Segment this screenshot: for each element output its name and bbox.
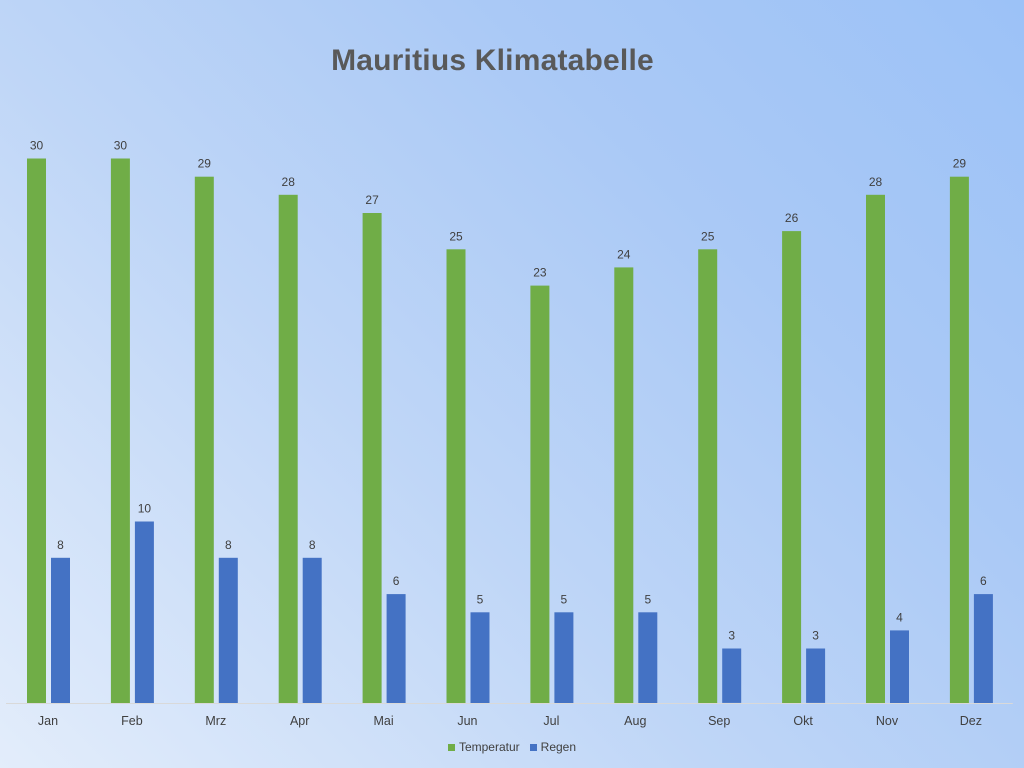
bar-temperatur-mai (362, 213, 382, 703)
bar-regen-nov (890, 630, 909, 703)
bar-temperatur-mrz (194, 176, 214, 703)
data-label-temperatur-nov: 28 (869, 175, 883, 189)
bar-regen-aug (638, 612, 658, 704)
legend-swatch-temperatur (447, 743, 455, 751)
bar-regen-apr (302, 557, 322, 703)
legend-label-temperatur: Temperatur (458, 740, 520, 754)
bar-regen-jan (51, 557, 70, 703)
bar-temperatur-apr (278, 194, 298, 704)
bar-temperatur-jan (27, 158, 46, 703)
bar-regen-jun (470, 612, 490, 704)
chart-legend: Temperatur Regen (0, 740, 1024, 754)
x-tick-label-apr: Apr (290, 714, 309, 728)
data-label-temperatur-dez: 29 (953, 157, 967, 171)
legend-label-regen: Regen (540, 740, 577, 754)
data-label-temperatur-sep: 25 (701, 229, 715, 243)
x-tick-label-aug: Aug (624, 714, 646, 728)
x-tick-label-jun: Jun (457, 714, 477, 728)
x-tick-label-mrz: Mrz (205, 714, 226, 728)
legend-swatch-regen (529, 743, 537, 751)
data-label-regen-nov: 4 (896, 610, 903, 624)
data-label-regen-dez: 6 (980, 574, 987, 588)
x-tick-label-jan: Jan (38, 714, 58, 728)
x-tick-label-mai: Mai (374, 714, 394, 728)
data-label-regen-mai: 6 (393, 574, 400, 588)
bar-temperatur-okt (782, 231, 802, 703)
x-tick-label-okt: Okt (793, 714, 813, 728)
x-tick-label-dez: Dez (960, 714, 982, 728)
data-label-regen-aug: 5 (644, 592, 651, 606)
data-label-temperatur-jun: 25 (449, 229, 463, 243)
data-label-regen-mrz: 8 (225, 538, 232, 552)
bar-regen-sep (722, 648, 742, 703)
x-tick-label-nov: Nov (876, 714, 899, 728)
bar-regen-dez (973, 594, 993, 703)
data-label-temperatur-mai: 27 (365, 193, 379, 207)
bar-regen-okt (806, 648, 826, 703)
bar-temperatur-feb (110, 158, 130, 703)
data-label-regen-jun: 5 (477, 592, 484, 606)
bar-regen-jul (554, 612, 574, 704)
bar-regen-mai (386, 594, 406, 703)
data-label-regen-apr: 8 (309, 538, 316, 552)
bar-regen-mrz (218, 557, 238, 703)
data-label-temperatur-mrz: 29 (198, 157, 212, 171)
bar-temperatur-sep (698, 249, 718, 704)
data-label-temperatur-aug: 24 (617, 247, 631, 261)
bar-temperatur-dez (949, 176, 969, 703)
data-label-temperatur-feb: 30 (114, 139, 128, 153)
data-label-regen-sep: 3 (728, 629, 735, 643)
bar-regen-feb (134, 521, 154, 703)
x-tick-label-feb: Feb (121, 714, 143, 728)
data-label-temperatur-jan: 30 (30, 139, 44, 153)
data-label-temperatur-okt: 26 (785, 211, 799, 225)
legend-item-regen: Regen (529, 740, 577, 754)
chart-title: Mauritius Klimatabelle (331, 44, 654, 77)
data-label-temperatur-apr: 28 (282, 175, 296, 189)
data-label-regen-okt: 3 (812, 629, 819, 643)
data-label-regen-jan: 8 (57, 538, 64, 552)
bar-temperatur-nov (866, 194, 885, 704)
legend-item-temperatur: Temperatur (447, 740, 520, 754)
data-label-regen-jul: 5 (561, 592, 568, 606)
x-tick-label-sep: Sep (708, 714, 730, 728)
data-label-regen-feb: 10 (138, 502, 152, 516)
x-tick-label-jul: Jul (543, 714, 559, 728)
data-label-temperatur-jul: 23 (533, 266, 547, 280)
bar-temperatur-jul (530, 285, 550, 703)
bar-temperatur-jun (446, 249, 466, 704)
bar-temperatur-aug (614, 267, 634, 703)
